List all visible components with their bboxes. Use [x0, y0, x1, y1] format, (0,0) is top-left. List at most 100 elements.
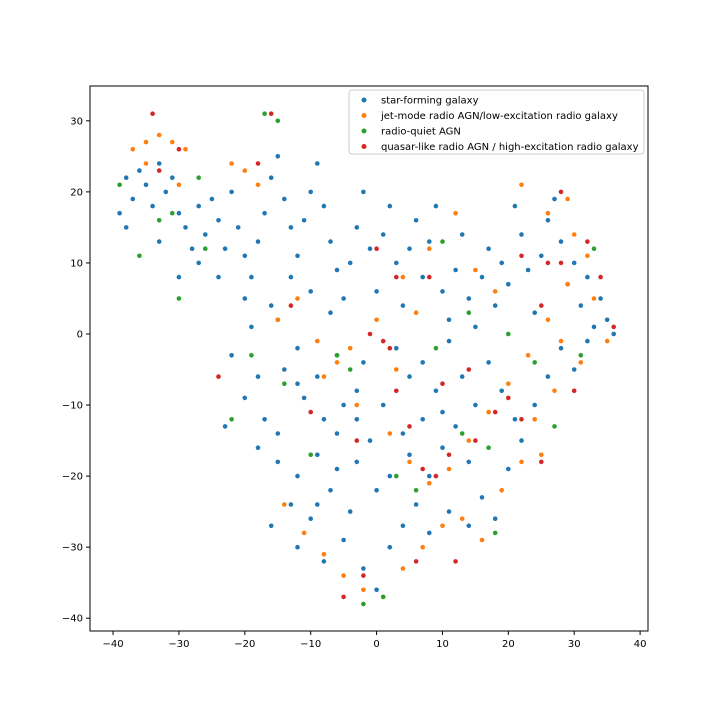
point-series-1-50: [519, 182, 524, 188]
legend-box: [348, 89, 645, 155]
point-series-0-83: [295, 345, 300, 351]
legend-marker-1: [361, 113, 367, 118]
point-series-0-23: [268, 175, 274, 180]
point-series-3-35: [519, 253, 524, 259]
point-series-0-102: [295, 544, 300, 550]
point-series-0-131: [407, 374, 412, 379]
point-series-1-15: [387, 431, 393, 436]
point-series-0-88: [301, 395, 307, 401]
point-series-0-52: [459, 232, 465, 237]
point-series-0-110: [427, 473, 432, 479]
point-series-2-18: [532, 360, 537, 365]
point-series-0-4: [143, 182, 149, 188]
point-series-1-0: [130, 146, 136, 152]
point-series-0-100: [288, 502, 294, 507]
point-series-0-38: [367, 246, 373, 251]
point-series-1-57: [473, 267, 478, 273]
point-series-2-10: [334, 353, 340, 358]
point-series-0-12: [196, 260, 201, 266]
point-series-1-26: [604, 338, 610, 344]
point-series-0-99: [308, 516, 314, 521]
point-series-2-9: [282, 381, 287, 387]
point-series-0-145: [268, 303, 274, 308]
point-series-3-1: [156, 168, 162, 173]
point-series-0-94: [315, 452, 320, 458]
point-series-3-15: [420, 466, 426, 472]
point-series-0-73: [598, 296, 603, 301]
point-series-1-45: [427, 246, 432, 251]
point-series-0-107: [387, 544, 393, 550]
point-series-0-67: [558, 239, 564, 244]
point-series-0-81: [242, 296, 248, 301]
point-series-0-115: [492, 516, 498, 521]
point-series-0-39: [374, 289, 379, 294]
point-series-0-152: [295, 381, 300, 387]
point-series-0-25: [282, 196, 287, 202]
point-series-0-141: [361, 360, 366, 365]
point-series-2-2: [156, 218, 162, 223]
point-series-3-30: [374, 246, 379, 251]
point-series-0-139: [466, 523, 472, 529]
point-series-3-38: [585, 239, 590, 244]
point-series-0-89: [282, 367, 287, 372]
point-series-0-0: [117, 210, 122, 216]
point-series-0-117: [519, 438, 524, 443]
point-series-0-42: [394, 260, 399, 266]
point-series-3-21: [506, 395, 511, 401]
point-series-0-129: [433, 388, 439, 394]
point-series-0-143: [308, 289, 314, 294]
point-series-0-5: [150, 203, 155, 209]
point-series-2-6: [275, 118, 281, 124]
point-series-2-7: [229, 417, 234, 422]
point-series-1-54: [591, 296, 597, 301]
point-series-3-20: [492, 409, 498, 415]
legend-marker-2: [361, 128, 367, 134]
point-series-1-59: [394, 367, 399, 372]
point-series-0-58: [499, 260, 505, 266]
point-series-1-3: [170, 139, 175, 145]
point-series-2-15: [459, 431, 465, 436]
point-series-0-13: [203, 232, 208, 237]
point-series-0-59: [506, 281, 511, 287]
legend: star-forming galaxy jet-mode radio AGN/lo…: [348, 89, 645, 155]
point-series-1-40: [479, 537, 485, 543]
point-series-0-75: [611, 331, 616, 337]
point-series-3-0: [150, 111, 155, 116]
point-series-2-17: [506, 331, 511, 337]
point-series-0-148: [242, 395, 248, 401]
point-series-0-92: [275, 459, 281, 465]
point-series-0-80: [216, 274, 221, 280]
point-series-0-34: [341, 296, 346, 301]
point-series-0-61: [519, 232, 524, 237]
point-series-2-19: [552, 424, 557, 429]
point-series-1-37: [420, 544, 426, 550]
point-series-0-17: [229, 189, 234, 195]
point-series-0-43: [400, 303, 406, 308]
point-series-3-32: [427, 274, 432, 280]
point-series-2-4: [196, 175, 201, 180]
point-series-3-17: [446, 452, 452, 458]
point-series-1-18: [446, 466, 452, 472]
point-series-0-120: [558, 345, 564, 351]
point-series-0-144: [288, 274, 294, 280]
point-series-0-126: [473, 402, 478, 408]
point-series-0-142: [328, 310, 333, 316]
point-series-0-40: [380, 232, 386, 237]
point-series-1-51: [545, 210, 551, 216]
point-series-0-112: [453, 424, 458, 429]
point-series-2-22: [380, 594, 386, 600]
point-series-2-8: [249, 353, 254, 358]
point-series-3-6: [288, 303, 294, 308]
point-series-2-0: [117, 182, 122, 188]
point-series-0-32: [328, 239, 333, 244]
point-series-3-39: [361, 573, 366, 578]
point-series-0-45: [413, 218, 419, 223]
point-series-1-32: [321, 552, 327, 557]
point-series-3-16: [433, 473, 439, 479]
point-series-0-65: [545, 218, 551, 223]
point-series-2-21: [361, 601, 366, 607]
legend-label-1: jet-mode radio AGN/low-excitation radio …: [380, 111, 618, 122]
point-series-0-109: [413, 502, 419, 507]
legend-marker-0: [361, 97, 367, 103]
